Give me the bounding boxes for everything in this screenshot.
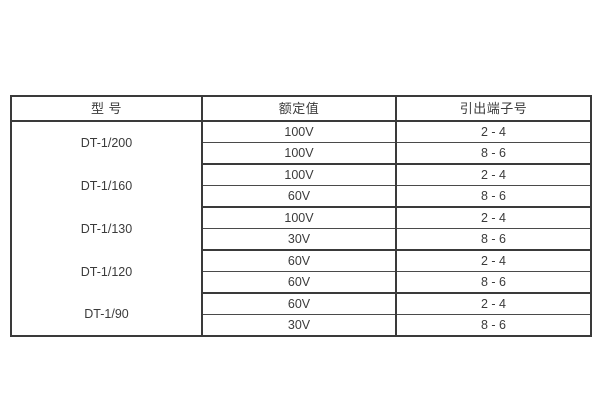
cell-model: DT-1/120 — [11, 250, 203, 293]
cell-rating: 60V — [202, 293, 397, 315]
cell-model: DT-1/200 — [11, 121, 203, 164]
table-row: DT-1/120 60V 2 - 4 — [11, 250, 591, 293]
table-row: DT-1/160 100V 2 - 4 — [11, 164, 591, 207]
table-body: DT-1/200 100V 2 - 4 100V 8 - 6 DT-1/160 … — [11, 121, 591, 336]
cell-rating: 100V — [202, 207, 397, 229]
cell-terminal: 8 - 6 — [396, 314, 591, 336]
cell-rating: 100V — [202, 164, 397, 186]
cell-terminal: 8 - 6 — [396, 271, 591, 294]
table-row: DT-1/90 60V 2 - 4 — [11, 293, 591, 336]
cell-terminal: 2 - 4 — [396, 207, 591, 229]
specification-table: 型 号 额定值 引出端子号 DT-1/200 100V 2 - 4 100V 8… — [10, 95, 592, 337]
table-row: 60V 8 - 6 — [11, 185, 591, 208]
cell-model: DT-1/90 — [11, 293, 203, 336]
cell-terminal: 2 - 4 — [396, 250, 591, 272]
cell-rating: 30V — [202, 314, 397, 336]
cell-terminal: 8 - 6 — [396, 142, 591, 165]
cell-rating: 60V — [202, 250, 397, 272]
cell-terminal: 2 - 4 — [396, 121, 591, 143]
table-row: DT-1/130 100V 2 - 4 — [11, 207, 591, 250]
cell-rating: 60V — [202, 185, 397, 208]
column-header-terminal: 引出端子号 — [396, 96, 591, 122]
cell-rating: 60V — [202, 271, 397, 294]
table-header-row: 型 号 额定值 引出端子号 — [11, 96, 591, 122]
table-row: 30V 8 - 6 — [11, 228, 591, 251]
table-row: DT-1/200 100V 2 - 4 — [11, 121, 591, 164]
table-row: 100V 8 - 6 — [11, 142, 591, 165]
cell-rating: 100V — [202, 142, 397, 165]
cell-terminal: 2 - 4 — [396, 293, 591, 315]
cell-terminal: 2 - 4 — [396, 164, 591, 186]
cell-terminal: 8 - 6 — [396, 185, 591, 208]
specification-table-container: 型 号 额定值 引出端子号 DT-1/200 100V 2 - 4 100V 8… — [10, 95, 592, 337]
cell-model: DT-1/130 — [11, 207, 203, 250]
table-row: 30V 8 - 6 — [11, 314, 591, 336]
cell-rating: 30V — [202, 228, 397, 251]
cell-rating: 100V — [202, 121, 397, 143]
column-header-rating: 额定值 — [202, 96, 397, 122]
table-row: 60V 8 - 6 — [11, 271, 591, 294]
table-header: 型 号 额定值 引出端子号 — [11, 96, 591, 122]
column-header-model: 型 号 — [11, 96, 203, 122]
cell-model: DT-1/160 — [11, 164, 203, 207]
cell-terminal: 8 - 6 — [396, 228, 591, 251]
